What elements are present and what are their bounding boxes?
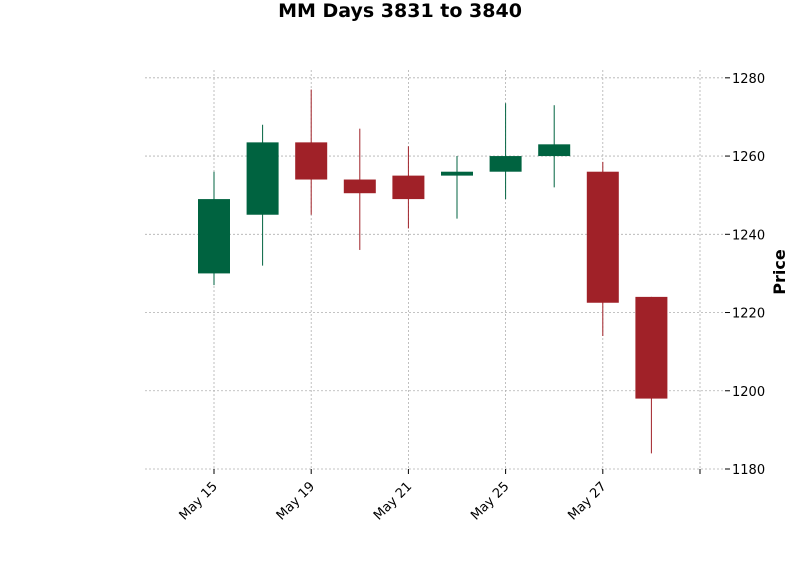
candle-down xyxy=(586,161,619,336)
candle-body xyxy=(392,175,425,200)
candle-body xyxy=(441,171,473,176)
x-tick-label: May 15 xyxy=(177,479,221,523)
x-tick-label: May 25 xyxy=(468,479,512,523)
candle-up xyxy=(246,124,279,266)
y-axis-label: Price xyxy=(770,249,789,295)
candle-up xyxy=(441,156,473,219)
candle-down xyxy=(392,146,425,229)
x-tick-label: May 19 xyxy=(274,479,318,523)
y-tick-label: 1220 xyxy=(732,307,765,322)
x-tick-label: May 21 xyxy=(371,479,415,523)
y-tick-label: 1260 xyxy=(732,150,765,165)
candle-body xyxy=(198,199,230,274)
candle-body xyxy=(586,171,619,303)
candle-up xyxy=(489,103,522,200)
chart-title: MM Days 3831 to 3840 xyxy=(278,0,522,22)
y-tick-label: 1200 xyxy=(732,385,765,400)
candle-body xyxy=(489,156,522,172)
candle-body xyxy=(635,296,668,399)
candle-up xyxy=(198,171,230,286)
axis-layer: 1180 1200 1220 1240 1260 1280 May 15 May 19 May … xyxy=(177,72,766,524)
candle-body xyxy=(246,142,279,215)
y-tick-label: 1280 xyxy=(732,72,765,87)
candle-body xyxy=(538,144,571,157)
candle-down xyxy=(343,128,376,250)
y-tick-label: 1180 xyxy=(732,463,765,478)
candle-down xyxy=(295,89,328,215)
grid-layer xyxy=(145,70,725,470)
y-tick-label: 1240 xyxy=(732,228,765,243)
x-tick-label: May 27 xyxy=(565,479,609,523)
candle-body xyxy=(343,179,376,194)
candle-up xyxy=(538,105,571,188)
candle-layer xyxy=(198,89,668,454)
candle-body xyxy=(295,142,328,180)
candle-down xyxy=(635,296,668,454)
